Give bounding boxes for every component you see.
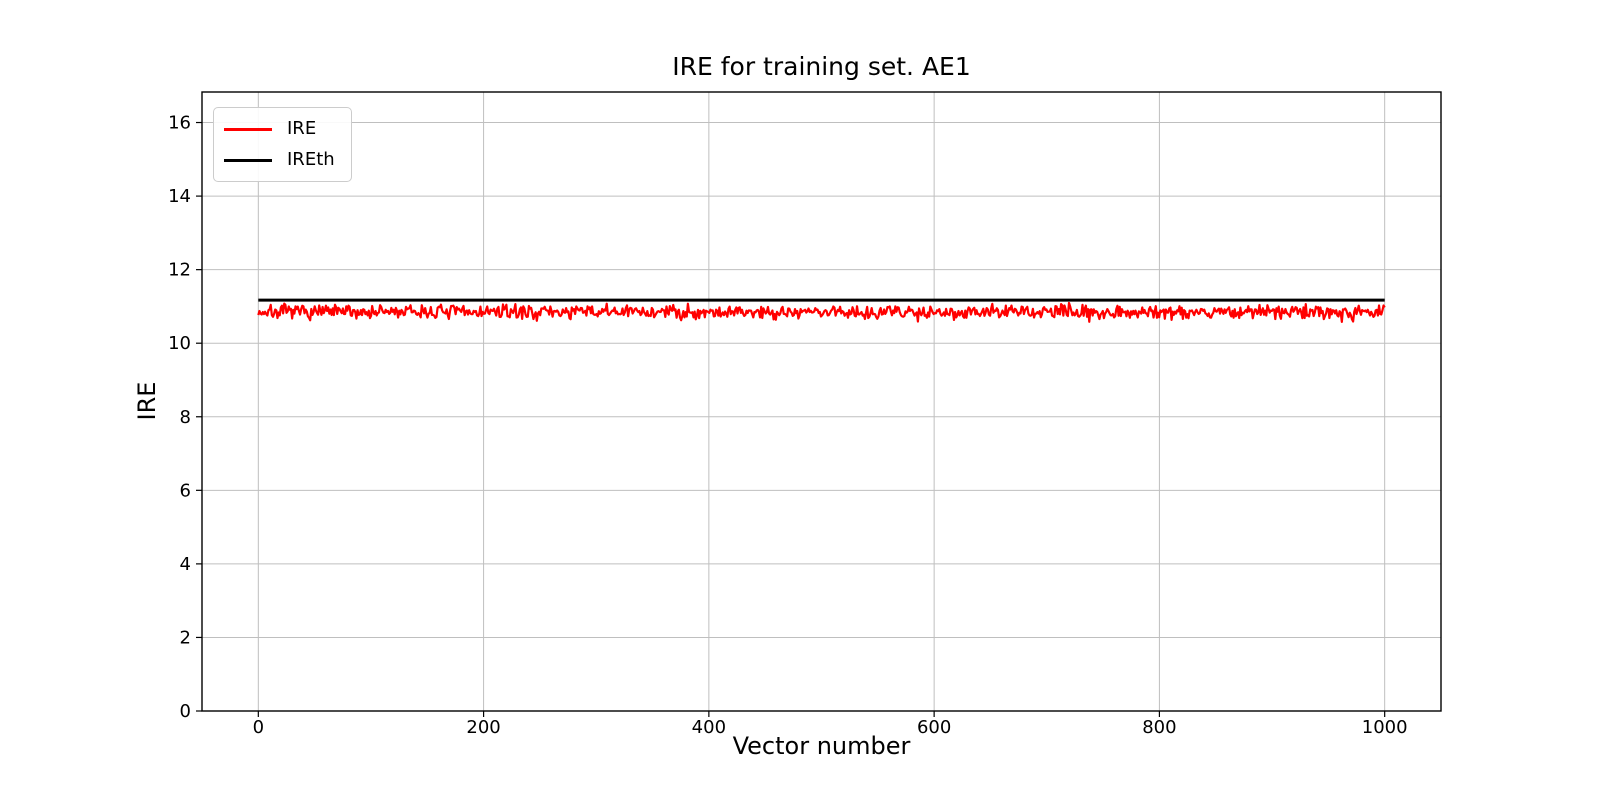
chart-title: IRE for training set. AE1 (672, 52, 971, 81)
x-tick-label-1000: 1000 (1362, 717, 1408, 738)
y-tick-label-16: 16 (168, 113, 191, 134)
x-tick-label-400: 400 (692, 717, 726, 738)
x-tick-label-600: 600 (917, 717, 951, 738)
legend-line-swatch-ireth (224, 158, 272, 162)
y-tick-label-10: 10 (168, 333, 191, 354)
series-line-ire (257, 301, 1386, 323)
x-axis-label: Vector number (732, 732, 911, 760)
x-tick-label-800: 800 (1142, 717, 1176, 738)
y-axis-label: IRE (133, 381, 161, 421)
y-tick-label-8: 8 (180, 407, 191, 428)
x-tick-label-0: 0 (253, 717, 264, 738)
y-tick-label-0: 0 (180, 701, 191, 722)
legend-line-swatch-ire (224, 127, 272, 131)
legend-label-ireth: IREth (287, 149, 335, 170)
tick-marks (196, 121, 1386, 717)
series-lines (257, 298, 1386, 323)
y-tick-label-12: 12 (168, 260, 191, 281)
x-tick-label-200: 200 (466, 717, 500, 738)
legend: IRE IREth (213, 107, 352, 182)
legend-item-ire: IRE (224, 117, 335, 141)
y-tick-label-14: 14 (168, 186, 191, 207)
legend-label-ire: IRE (287, 118, 317, 139)
plot-frame (201, 91, 1442, 712)
plot-frame-group (201, 91, 1442, 712)
grid-lines (202, 92, 1441, 712)
y-tick-label-6: 6 (180, 480, 191, 501)
tick-labels: 0 200 400 600 800 1000 0 2 4 6 8 10 12 14 16 (168, 113, 1407, 738)
y-tick-label-4: 4 (180, 554, 191, 575)
legend-item-ireth: IREth (224, 148, 335, 172)
y-tick-label-2: 2 (180, 627, 191, 648)
